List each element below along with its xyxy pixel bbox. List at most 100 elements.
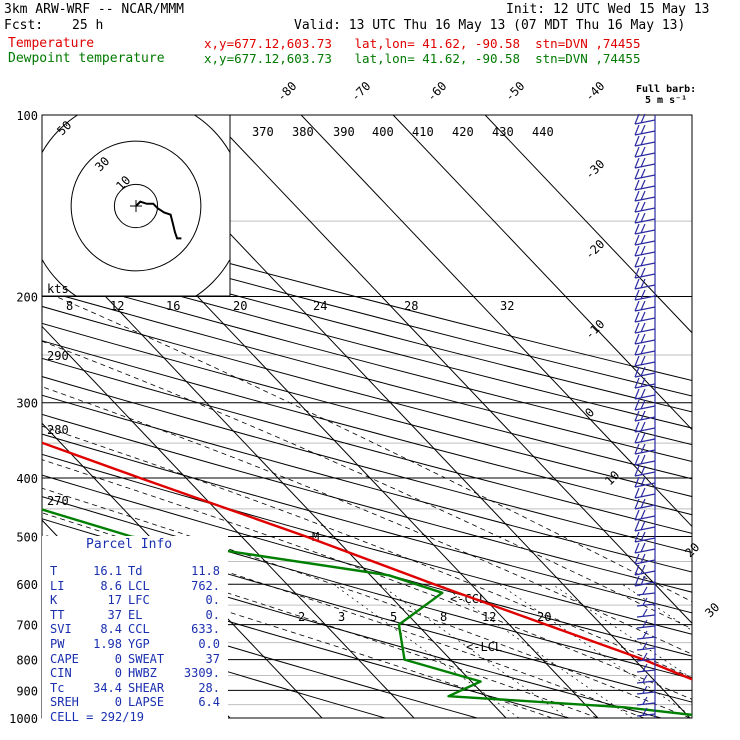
pressure-tick-label: 500	[16, 530, 38, 544]
isotherm-label: -60	[424, 79, 449, 104]
isotherm-line	[300, 115, 692, 528]
theta-label-left: 270	[47, 494, 69, 508]
parcel-name: K	[50, 593, 58, 608]
dry-adiabat-line	[42, 589, 478, 718]
sounding-series	[42, 441, 692, 717]
wind-barb	[634, 509, 656, 521]
parcel-name: CAPE	[50, 651, 79, 666]
dewpoint-legend: Dewpoint temperature	[8, 51, 165, 66]
init-time: Init: 12 UTC Wed 15 May 13	[506, 2, 710, 17]
wind-barb	[634, 278, 656, 290]
parcel-name: HWBZ	[128, 666, 157, 681]
theta-label-left: 280	[47, 423, 69, 437]
isotherm-label: -50	[502, 79, 527, 104]
parcel-value: 17	[107, 593, 122, 608]
dry-adiabat-line	[42, 614, 386, 718]
wind-barb	[634, 333, 656, 345]
parcel-value: 11.8	[191, 564, 220, 578]
ccl-annotation: <-CCL	[450, 592, 486, 606]
dewpoint-location: x,y=677.12,603.73 lat,lon= 41.62, -90.58…	[204, 51, 641, 66]
wind-barb	[636, 663, 656, 673]
pressure-tick-label: 100	[16, 109, 38, 123]
mixing-ratio-line	[499, 583, 692, 717]
dry-adiabat-line	[42, 273, 692, 446]
wind-barb	[634, 388, 656, 400]
parcel-name: TT	[50, 607, 65, 622]
wind-barb	[636, 696, 656, 706]
parcel-name: LCL	[128, 578, 150, 593]
theta-label: 410	[412, 125, 434, 139]
isotherm-label: -30	[582, 157, 607, 182]
wind-barb	[634, 454, 656, 466]
mixing-ratio-line	[440, 583, 633, 718]
parcel-name: Td	[128, 564, 143, 578]
pressure-tick-label: 1000	[9, 712, 38, 726]
wind-barb	[634, 487, 656, 499]
wind-barb	[634, 344, 656, 356]
wind-barb	[634, 300, 656, 312]
parcel-value: 0	[114, 695, 122, 710]
isotherm-line	[392, 115, 692, 431]
hodograph-ring	[113, 183, 159, 229]
parcel-value: 633.	[191, 622, 220, 637]
parcel-name: EL	[128, 607, 143, 622]
dry-adiabat-line	[42, 564, 570, 718]
mixing-ratio-line	[379, 583, 569, 718]
wind-barb	[634, 267, 656, 279]
mixing-ratio-label: 8	[66, 299, 73, 313]
parcel-value: 0.	[205, 607, 220, 622]
wind-barb-key-units: 5 m s⁻¹	[645, 95, 688, 106]
sounding-line-dewpoint	[42, 508, 692, 717]
wind-barb	[634, 256, 656, 268]
wind-barb	[634, 498, 656, 510]
wind-barb	[634, 377, 656, 389]
wind-barb	[636, 641, 656, 651]
wind-barb	[634, 190, 656, 202]
pressure-tick-label: 700	[16, 619, 38, 633]
wind-barb	[634, 311, 656, 323]
mixing-ratio-label: 12	[482, 610, 496, 624]
moist-adiabat-line	[42, 340, 692, 630]
moist-adiabat-line	[42, 425, 692, 679]
dry-adiabat-line	[42, 453, 692, 635]
dry-adiabat-line	[42, 305, 692, 480]
parcel-name: SWEAT	[128, 651, 165, 666]
parcel-name: LAPSE	[128, 695, 165, 710]
moist-adiabat-line	[42, 512, 645, 718]
parcel-value: 0	[114, 651, 122, 666]
isotherm-label: -70	[348, 79, 373, 104]
mixing-ratio-label: 2	[298, 610, 305, 624]
wind-barb	[636, 707, 656, 717]
dry-adiabat-line	[42, 289, 692, 463]
theta-label: 400	[372, 125, 394, 139]
isotherm-label: -20	[582, 237, 607, 262]
forecast-hour: 25 h	[72, 18, 104, 33]
moist-adiabat-line	[42, 386, 692, 655]
mixing-ratio-line	[622, 583, 692, 631]
wind-barb	[634, 168, 656, 180]
parcel-value: 0.	[205, 593, 220, 608]
parcel-name: Tc	[50, 680, 65, 695]
parcel-info-title: Parcel Info	[86, 537, 173, 552]
wind-barb	[634, 179, 656, 191]
isotherm-line	[484, 115, 692, 334]
wind-barb	[634, 113, 656, 125]
mixing-ratio-label: 32	[500, 299, 514, 313]
theta-label: 420	[452, 125, 474, 139]
pressure-tick-label: 900	[16, 684, 38, 698]
wind-barb	[636, 685, 656, 695]
wind-barb	[634, 432, 656, 444]
mixing-ratio-label: 12	[110, 299, 124, 313]
moist-adiabat-line	[55, 296, 692, 603]
theta-label-left: 290	[47, 349, 69, 363]
wind-barb	[634, 124, 656, 136]
hodograph-trace	[135, 200, 182, 240]
dry-adiabat-line	[42, 242, 692, 413]
wind-barb	[634, 553, 656, 565]
parcel-value: 8.6	[100, 578, 122, 593]
temperature-location: x,y=677.12,603.73 lat,lon= 41.62, -90.58…	[204, 36, 641, 51]
